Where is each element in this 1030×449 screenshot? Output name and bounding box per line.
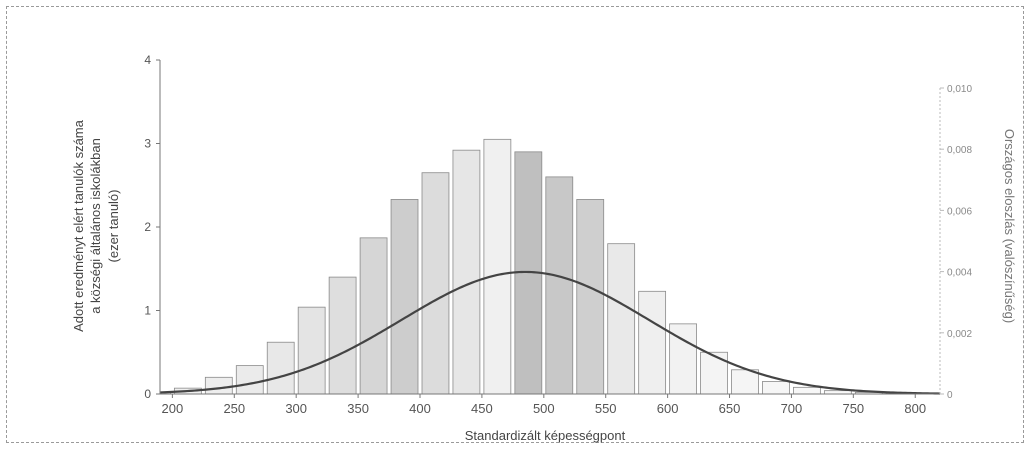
bar-512.5 bbox=[546, 177, 573, 394]
bar-412.5 bbox=[422, 173, 449, 394]
bar-587.5 bbox=[639, 291, 666, 394]
y-tick-label-2: 2 bbox=[144, 220, 151, 234]
x-tick-label-750: 750 bbox=[842, 401, 864, 416]
y-tick-label-0: 0 bbox=[144, 387, 151, 401]
y-right-tick-label-1: 0,002 bbox=[947, 329, 972, 340]
bar-537.5 bbox=[577, 199, 604, 394]
x-tick-label-200: 200 bbox=[162, 401, 184, 416]
y-axis-title-line-1: Adott eredményt elért tanulók száma bbox=[71, 119, 86, 331]
bar-337.5 bbox=[329, 277, 356, 394]
bar-237.5 bbox=[205, 377, 232, 394]
bar-287.5 bbox=[267, 342, 294, 394]
x-tick-label-700: 700 bbox=[781, 401, 803, 416]
bar-687.5 bbox=[762, 381, 789, 394]
bar-712.5 bbox=[793, 387, 820, 394]
y-right-tick-label-3: 0,006 bbox=[947, 206, 972, 217]
x-tick-label-450: 450 bbox=[471, 401, 493, 416]
y-tick-label-3: 3 bbox=[144, 137, 151, 151]
x-axis-title: Standardizált képességpont bbox=[465, 428, 626, 443]
x-tick-label-350: 350 bbox=[347, 401, 369, 416]
x-tick-label-800: 800 bbox=[904, 401, 926, 416]
bar-462.5 bbox=[484, 139, 511, 394]
bar-362.5 bbox=[360, 238, 387, 394]
y-ticks-group: 0 1 2 3 4 bbox=[144, 53, 160, 401]
x-ticks-group: 200 250 300 350 400 450 500 550 600 650 700 750 800 bbox=[162, 394, 927, 416]
bar-562.5 bbox=[608, 244, 635, 394]
x-tick-label-500: 500 bbox=[533, 401, 555, 416]
y-right-tick-label-5: 0,010 bbox=[947, 84, 972, 95]
x-tick-label-300: 300 bbox=[285, 401, 307, 416]
y-tick-label-4: 4 bbox=[144, 53, 151, 67]
y-right-axis-title: Országos eloszlás (valószínűség) bbox=[1002, 129, 1017, 323]
bar-437.5 bbox=[453, 150, 480, 394]
x-tick-label-550: 550 bbox=[595, 401, 617, 416]
x-tick-label-250: 250 bbox=[223, 401, 245, 416]
bar-662.5 bbox=[732, 370, 759, 394]
x-tick-label-600: 600 bbox=[657, 401, 679, 416]
y-right-tick-label-0: 0 bbox=[947, 390, 953, 401]
x-tick-label-650: 650 bbox=[719, 401, 741, 416]
y-right-tick-label-2: 0,004 bbox=[947, 268, 972, 279]
bar-387.5 bbox=[391, 199, 418, 394]
bar-637.5 bbox=[701, 352, 728, 394]
x-tick-label-400: 400 bbox=[409, 401, 431, 416]
bar-262.5 bbox=[236, 366, 263, 394]
bar-737.5 bbox=[824, 391, 851, 394]
y-tick-label-1: 1 bbox=[144, 304, 151, 318]
bar-312.5 bbox=[298, 307, 325, 394]
bars-group bbox=[160, 139, 913, 394]
y-axis-title-line-2: a községi általános iskolákban bbox=[88, 138, 103, 314]
y-right-tick-label-4: 0,008 bbox=[947, 145, 972, 156]
y-axis-title-line-3: (ezer tanuló) bbox=[106, 190, 121, 263]
y-right-ticks-group: 0 0,002 0,004 0,006 0,008 0,010 bbox=[940, 84, 972, 401]
